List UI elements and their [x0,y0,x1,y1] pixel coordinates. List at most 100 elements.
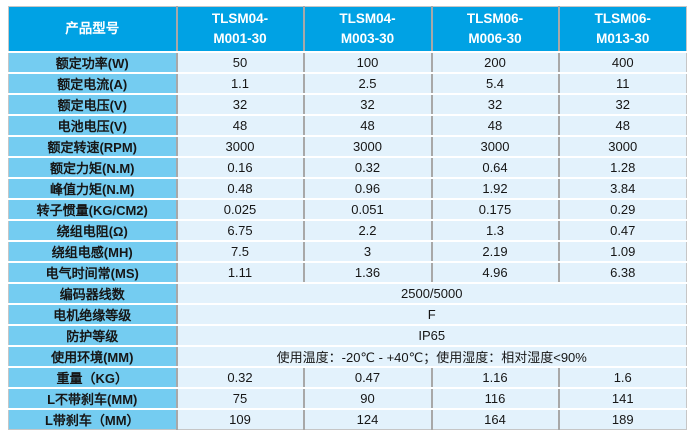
value-cell: 1.3 [431,220,560,242]
value-cell: 1.28 [558,157,687,179]
value-cell: 3000 [431,136,560,158]
table-row: L带刹车（MM） 109 124 164 189 [8,409,687,430]
value-cell: 400 [558,52,687,74]
value-cell: 0.175 [431,199,560,221]
table-row: 额定力矩(N.M) 0.16 0.32 0.64 1.28 [8,157,687,179]
value-cell: 109 [176,409,305,430]
row-label: 电池电压(V) [8,115,178,137]
header-model-3-line2: M006-30 [468,31,522,46]
header-model-3: TLSM06- M006-30 [431,6,560,53]
header-model-1-line1: TLSM04- [211,11,269,27]
row-label: 峰值力矩(N.M) [8,178,178,200]
header-model-1: TLSM04- M001-30 [176,6,305,53]
table-row: 电池电压(V) 48 48 48 48 [8,115,687,137]
value-cell: 2.5 [303,73,433,95]
header-model-2-line1: TLSM04- [339,11,396,27]
table-row: 电气时间常(MS) 1.11 1.36 4.96 6.38 [8,262,687,284]
value-cell: 0.32 [176,367,305,389]
merged-value-cell: 使用温度：-20℃ - +40℃；使用湿度：相对湿度<90% [176,346,687,368]
row-label: 防护等级 [8,325,178,347]
table-row: 峰值力矩(N.M) 0.48 0.96 1.92 3.84 [8,178,687,200]
row-label: 转子惯量(KG/CM2) [8,199,178,221]
table-row: L不带刹车(MM) 75 90 116 141 [8,388,687,410]
value-cell: 2.19 [431,241,560,263]
value-cell: 0.47 [558,220,687,242]
value-cell: 2.2 [303,220,433,242]
value-cell: 5.4 [431,73,560,95]
value-cell: 1.11 [176,262,305,284]
value-cell: 48 [431,115,560,137]
value-cell: 1.36 [303,262,433,284]
header-model-4-line1: TLSM06- [594,11,651,27]
row-label: 电气时间常(MS) [8,262,178,284]
value-cell: 0.47 [303,367,433,389]
value-cell: 0.32 [303,157,433,179]
table-row: 重量（KG） 0.32 0.47 1.16 1.6 [8,367,687,389]
value-cell: 6.75 [176,220,305,242]
value-cell: 200 [431,52,560,74]
value-cell: 0.025 [176,199,305,221]
row-label: 重量（KG） [8,367,178,389]
value-cell: 3 [303,241,433,263]
value-cell: 116 [431,388,560,410]
row-label: L带刹车（MM） [8,409,178,430]
header-model-4-line2: M013-30 [596,31,650,46]
value-cell: 7.5 [176,241,305,263]
value-cell: 1.16 [431,367,560,389]
header-row: 产品型号 TLSM04- M001-30 TLSM04- M003-30 TLS… [8,6,687,53]
value-cell: 3.84 [558,178,687,200]
row-label: 编码器线数 [8,283,178,305]
value-cell: 141 [558,388,687,410]
value-cell: 0.29 [558,199,687,221]
table-row: 转子惯量(KG/CM2) 0.025 0.051 0.175 0.29 [8,199,687,221]
value-cell: 1.6 [558,367,687,389]
value-cell: 0.64 [431,157,560,179]
merged-value-cell: IP65 [176,325,687,347]
row-label: 额定电压(V) [8,94,178,116]
value-cell: 164 [431,409,560,430]
table-row: 防护等级 IP65 [8,325,687,347]
value-cell: 75 [176,388,305,410]
value-cell: 1.92 [431,178,560,200]
row-label: 额定电流(A) [8,73,178,95]
value-cell: 11 [558,73,687,95]
value-cell: 0.96 [303,178,433,200]
spec-table: 产品型号 TLSM04- M001-30 TLSM04- M003-30 TLS… [8,6,687,430]
value-cell: 0.16 [176,157,305,179]
header-model-1-line2: M001-30 [213,31,267,46]
value-cell: 0.48 [176,178,305,200]
header-model-4: TLSM06- M013-30 [558,6,687,53]
value-cell: 124 [303,409,433,430]
row-label: 额定力矩(N.M) [8,157,178,179]
value-cell: 48 [558,115,687,137]
header-model-2-line2: M003-30 [340,31,395,46]
header-model-3-line1: TLSM06- [466,11,524,27]
table-row: 额定电压(V) 32 32 32 32 [8,94,687,116]
spec-table-container: 产品型号 TLSM04- M001-30 TLSM04- M003-30 TLS… [8,6,687,430]
value-cell: 32 [176,94,305,116]
table-row: 绕组电阻(Ω) 6.75 2.2 1.3 0.47 [8,220,687,242]
value-cell: 3000 [176,136,305,158]
value-cell: 3000 [303,136,433,158]
value-cell: 1.1 [176,73,305,95]
row-label: 绕组电阻(Ω) [8,220,178,242]
row-label: L不带刹车(MM) [8,388,178,410]
value-cell: 48 [176,115,305,137]
table-row: 编码器线数 2500/5000 [8,283,687,305]
row-label: 使用环境(MM) [8,346,178,368]
table-row: 额定功率(W) 50 100 200 400 [8,52,687,74]
header-model-2: TLSM04- M003-30 [303,6,433,53]
spec-table-body: 额定功率(W) 50 100 200 400 额定电流(A) 1.1 2.5 5.4 11 额定电压… [8,52,687,430]
value-cell: 32 [431,94,560,116]
value-cell: 50 [176,52,305,74]
table-row: 额定电流(A) 1.1 2.5 5.4 11 [8,73,687,95]
value-cell: 90 [303,388,433,410]
value-cell: 3000 [558,136,687,158]
row-label: 电机绝缘等级 [8,304,178,326]
table-row: 使用环境(MM) 使用温度：-20℃ - +40℃；使用湿度：相对湿度<90% [8,346,687,368]
value-cell: 6.38 [558,262,687,284]
merged-value-cell: F [176,304,687,326]
value-cell: 32 [303,94,433,116]
value-cell: 4.96 [431,262,560,284]
row-label: 绕组电感(MH) [8,241,178,263]
